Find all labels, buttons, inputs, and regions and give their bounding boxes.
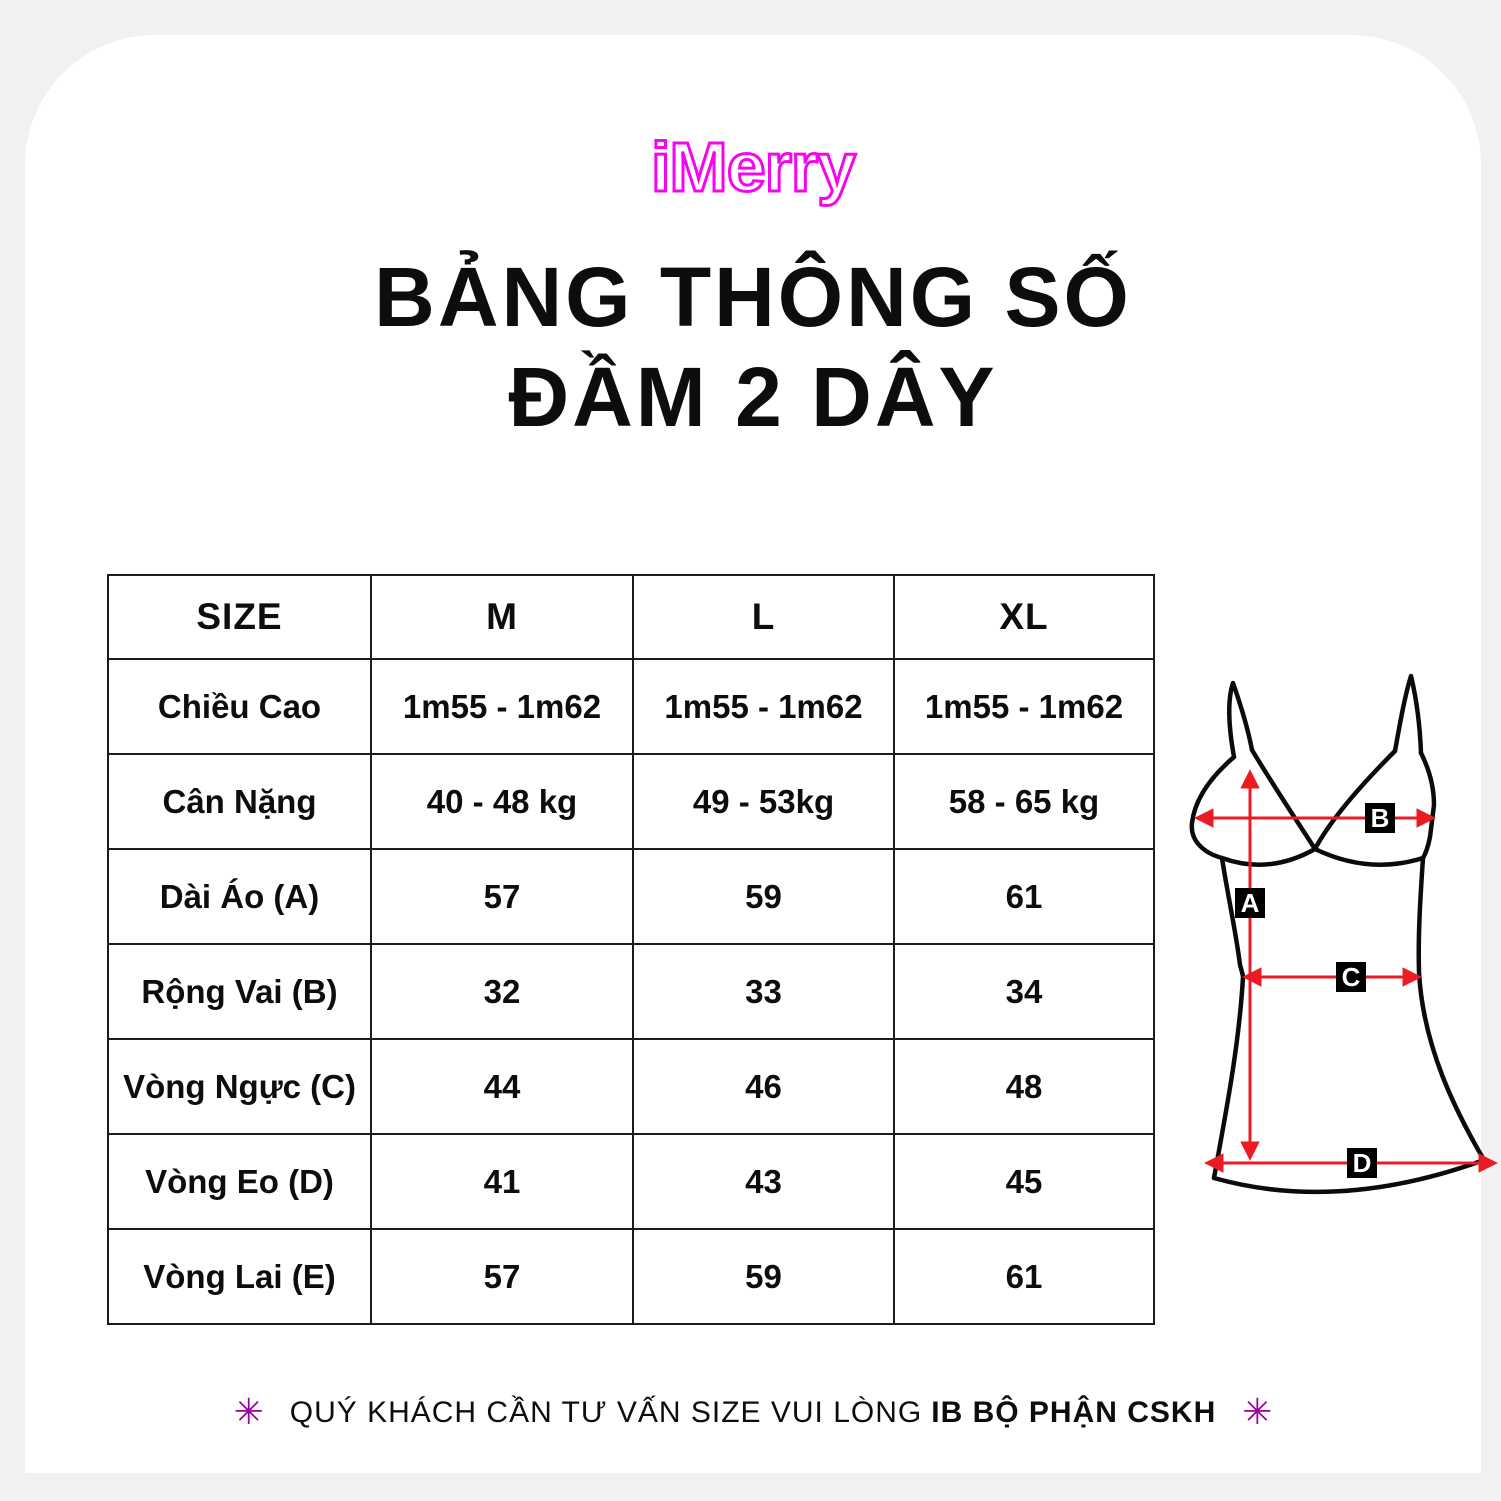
cell-value: 45 (893, 1133, 1155, 1230)
cell-value: 33 (632, 943, 895, 1040)
cell-value: 1m55 - 1m62 (632, 658, 895, 755)
row-label: Vòng Ngực (C) (107, 1038, 372, 1135)
label-box-c (1336, 962, 1366, 992)
dress-left-cup-edge (1189, 754, 1237, 861)
label-box-a (1235, 888, 1265, 918)
table-row-length: Dài Áo (A) 57 59 61 (107, 848, 1155, 945)
cell-value: 32 (370, 943, 634, 1040)
cell-value: 57 (370, 1228, 634, 1325)
label-box-d (1347, 1148, 1377, 1178)
cell-value: 48 (893, 1038, 1155, 1135)
row-label: Rộng Vai (B) (107, 943, 372, 1040)
cell-value: 44 (370, 1038, 634, 1135)
label-letter-a: A (1241, 888, 1260, 918)
footer-text-bold: IB BỘ PHẬN CSKH (931, 1396, 1217, 1429)
footer-note: ✳ QUÝ KHÁCH CẦN TƯ VẤN SIZE VUI LÒNG IB B… (25, 1391, 1481, 1435)
size-chart-card: iMerry BẢNG THÔNG SỐ ĐẦM 2 DÂY SIZE M L … (25, 35, 1498, 1473)
title-line-1: BẢNG THÔNG SỐ (374, 250, 1132, 344)
row-label: Cân Nặng (107, 753, 372, 850)
table-row-bust: Vòng Ngực (C) 44 46 48 (107, 1038, 1155, 1135)
footer-text: QUÝ KHÁCH CẦN TƯ VẤN SIZE VUI LÒNG IB BỘ … (290, 1396, 1217, 1430)
dress-right-strap (1392, 673, 1424, 756)
asterisk-icon-left: ✳ (233, 1392, 264, 1433)
dress-neckline-right (1312, 748, 1398, 852)
title-line-2: ĐẦM 2 DÂY (508, 350, 998, 444)
label-letter-c: C (1342, 962, 1361, 992)
cell-value: 34 (893, 943, 1155, 1040)
col-header-size: SIZE (107, 574, 372, 660)
brand-logo: iMerry (649, 127, 857, 208)
dress-right-cup-edge (1418, 750, 1437, 861)
row-label: Chiều Cao (107, 658, 372, 755)
cell-value: 41 (370, 1133, 634, 1230)
row-label: Vòng Eo (D) (107, 1133, 372, 1230)
cell-value: 1m55 - 1m62 (893, 658, 1155, 755)
label-box-b (1365, 803, 1395, 833)
cell-value: 58 - 65 kg (893, 753, 1155, 850)
cell-value: 61 (893, 848, 1155, 945)
cell-value: 46 (632, 1038, 895, 1135)
cell-value: 59 (632, 848, 895, 945)
cell-value: 61 (893, 1228, 1155, 1325)
dress-diagram: A B C D (1189, 673, 1498, 1195)
cell-value: 49 - 53kg (632, 753, 895, 850)
row-label: Dài Áo (A) (107, 848, 372, 945)
table-row-height: Chiều Cao 1m55 - 1m62 1m55 - 1m62 1m55 -… (107, 658, 1155, 755)
cell-value: 1m55 - 1m62 (370, 658, 634, 755)
asterisk-icon-right: ✳ (1242, 1392, 1273, 1433)
col-header-xl: XL (893, 574, 1155, 660)
cell-value: 43 (632, 1133, 895, 1230)
cell-value: 57 (370, 848, 634, 945)
col-header-m: M (370, 574, 634, 660)
cell-value: 59 (632, 1228, 895, 1325)
footer-text-regular: QUÝ KHÁCH CẦN TƯ VẤN SIZE VUI LÒNG (289, 1396, 923, 1429)
table-row-hem: Vòng Lai (E) 57 59 61 (107, 1228, 1155, 1325)
table-header-row: SIZE M L XL (107, 574, 1155, 660)
dress-left-strap (1227, 680, 1255, 760)
label-letter-d: D (1353, 1148, 1372, 1178)
dress-side-right (1416, 855, 1487, 1163)
table-row-shoulder: Rộng Vai (B) 32 33 34 (107, 943, 1155, 1040)
table-row-weight: Cân Nặng 40 - 48 kg 49 - 53kg 58 - 65 kg (107, 753, 1155, 850)
label-letter-b: B (1371, 803, 1390, 833)
table-row-waist: Vòng Eo (D) 41 43 45 (107, 1133, 1155, 1230)
dress-underbust-seam (1219, 846, 1426, 867)
row-label: Vòng Lai (E) (107, 1228, 372, 1325)
size-table: SIZE M L XL Chiều Cao 1m55 - 1m62 1m55 -… (107, 574, 1155, 1325)
cell-value: 40 - 48 kg (370, 753, 634, 850)
page-title: BẢNG THÔNG SỐ ĐẦM 2 DÂY (25, 247, 1481, 447)
dress-neckline-left (1249, 747, 1318, 852)
col-header-l: L (632, 574, 895, 660)
